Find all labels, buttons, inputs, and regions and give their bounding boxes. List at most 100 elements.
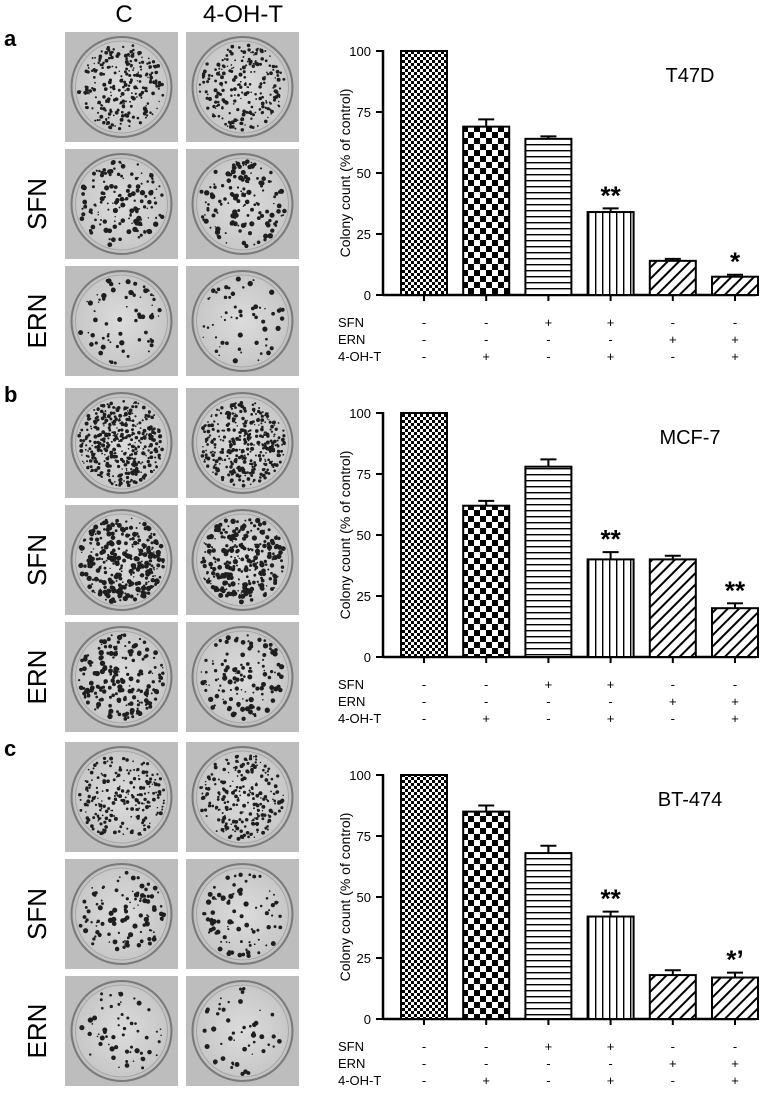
colony-dot <box>91 185 95 189</box>
colony-dot <box>242 459 247 464</box>
colony-dot <box>242 785 245 788</box>
colony-dot <box>243 757 248 761</box>
colony-dot <box>136 470 140 474</box>
colony-dot <box>156 796 160 799</box>
colony-dot <box>277 436 281 440</box>
colony-dot <box>119 122 122 125</box>
colony-dot <box>132 226 138 233</box>
colony-dot <box>111 159 116 165</box>
colony-dot <box>258 791 263 796</box>
colony-dot <box>206 464 210 468</box>
colony-dot <box>213 185 217 189</box>
colony-dot <box>93 456 97 460</box>
colony-dot <box>253 943 256 946</box>
colony-dot <box>158 434 163 439</box>
colony-dot <box>238 594 242 599</box>
colony-dot <box>265 209 270 214</box>
colony-dot <box>129 830 134 835</box>
colony-dot <box>110 678 115 683</box>
colony-dot <box>143 792 147 795</box>
colony-dot <box>253 807 255 810</box>
colony-dot <box>154 778 157 781</box>
condition-label-sfn: SFN <box>338 1039 364 1054</box>
colony-dot <box>267 551 272 556</box>
colony-dot <box>238 478 242 482</box>
colony-dot <box>213 169 218 174</box>
colony-dot <box>127 84 131 88</box>
colony-dot <box>103 544 109 550</box>
colony-dot <box>115 66 118 69</box>
colony-dot <box>96 1035 99 1038</box>
colony-dot <box>83 802 88 807</box>
colony-dot <box>217 456 222 461</box>
colony-dot <box>141 543 146 548</box>
colony-dot <box>93 459 98 464</box>
colony-dot <box>109 1046 115 1052</box>
colony-dot <box>149 189 154 194</box>
colony-dot <box>106 541 111 546</box>
colony-dot <box>223 197 227 201</box>
petri-dish-rim <box>75 630 168 724</box>
colony-dot <box>235 527 239 531</box>
colony-dot <box>101 580 107 586</box>
colony-dot <box>108 464 112 468</box>
colony-dot <box>266 799 270 803</box>
colony-dot <box>139 233 143 237</box>
colony-dot <box>247 231 253 236</box>
colony-dot <box>89 542 91 544</box>
row-label-ern: ERN <box>22 1004 52 1059</box>
petri-dish <box>191 626 294 728</box>
colony-dot <box>118 222 122 226</box>
colony-dot <box>125 758 129 762</box>
colony-dot <box>97 646 101 650</box>
petri-dish-rim <box>196 157 289 251</box>
colony-dot <box>227 286 231 290</box>
colony-dot <box>282 794 284 797</box>
colony-dot <box>225 829 227 832</box>
colony-dot <box>134 308 138 313</box>
colony-dot <box>258 108 262 111</box>
colony-dot <box>155 1054 158 1057</box>
colony-dot <box>232 483 236 486</box>
colony-dot <box>211 450 214 453</box>
colony-dot <box>268 890 271 892</box>
colony-dot <box>216 558 221 562</box>
colony-dot <box>141 86 145 90</box>
colony-dot <box>120 428 124 432</box>
colony-dot <box>231 540 234 543</box>
colony-dot <box>137 338 142 342</box>
colony-dot <box>264 307 266 310</box>
colony-dot <box>230 64 233 66</box>
colony-dot <box>232 442 236 446</box>
colony-dot <box>130 53 135 58</box>
colony-dot <box>270 698 276 703</box>
colony-dot <box>260 692 264 696</box>
colony-dot <box>245 830 250 835</box>
colony-dot <box>123 53 128 58</box>
colony-dot <box>138 777 141 781</box>
colony-dot <box>127 119 130 122</box>
colony-dot <box>147 915 150 918</box>
colony-dot <box>210 546 214 549</box>
colony-dot <box>272 68 275 71</box>
colony-dot <box>92 76 96 79</box>
colony-dot <box>151 180 155 184</box>
colony-dot <box>126 483 131 488</box>
colony-dot <box>268 642 273 647</box>
colony-dot <box>237 83 241 87</box>
colony-dot <box>228 457 231 460</box>
colony-dot <box>149 451 153 455</box>
colony-dot <box>157 429 161 433</box>
colony-dot <box>237 589 239 592</box>
colony-dot <box>151 548 153 551</box>
colony-dot <box>240 1030 243 1034</box>
colony-dot <box>151 60 156 64</box>
colony-dot <box>226 762 230 765</box>
colony-dot <box>270 790 273 793</box>
colony-dot <box>203 542 206 544</box>
colony-dot <box>149 75 154 80</box>
colony-dot <box>240 820 244 824</box>
colony-dot <box>121 104 125 108</box>
colony-dot <box>110 809 112 812</box>
colony-dot <box>150 415 154 420</box>
